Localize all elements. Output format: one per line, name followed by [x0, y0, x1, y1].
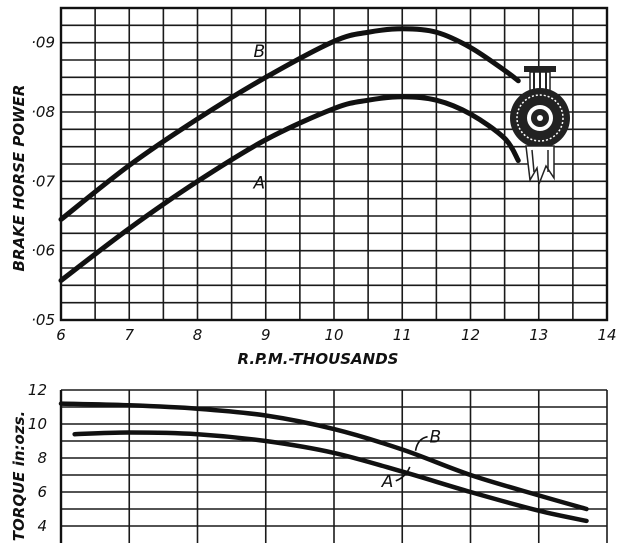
- engine-seal-icon: [510, 66, 570, 185]
- bhp-x-tick-label: 6: [56, 326, 66, 344]
- torque-plot-curves: BA: [58, 401, 589, 524]
- torque-y-tick-label: 12: [28, 381, 47, 399]
- torque-series-a-line: [72, 430, 589, 524]
- bhp-series-b-line: [58, 26, 521, 222]
- torque-y-tick-label: 4: [37, 517, 47, 535]
- bhp-y-tick-label: ·07: [31, 172, 55, 190]
- torque-series-leader: [414, 435, 428, 451]
- bhp-y-tick-label: ·06: [31, 242, 55, 260]
- bhp-series-a-line: [58, 94, 521, 283]
- bhp-series-label: B: [254, 42, 266, 62]
- torque-series-label: A: [381, 472, 394, 492]
- torque-plot-grid: [59, 389, 608, 543]
- bhp-x-tick-label: 10: [324, 326, 343, 344]
- bhp-x-tick-label: 8: [193, 326, 203, 344]
- bhp-plot-grid: [59, 6, 609, 322]
- bhp-plot-curves: BA: [58, 26, 521, 283]
- bhp-plot-frame: [59, 6, 609, 322]
- bhp-x-tick-label: 9: [261, 326, 271, 344]
- bhp-plot-ticks: 6 7 8 9 10 11 12 13 14 ·05 ·06 ·07 ·08 ·09: [31, 34, 616, 344]
- torque-y-tick-label: 8: [37, 449, 47, 467]
- bhp-x-tick-label: 14: [597, 326, 616, 344]
- bhp-x-tick-label: 13: [529, 326, 548, 344]
- torque-series-b-line: [58, 401, 589, 512]
- bhp-series-label: A: [253, 173, 266, 193]
- bhp-y-axis-label: BRAKE HORSE POWER: [10, 85, 28, 272]
- torque-plot-ticks: 4 6 8 10 12: [28, 381, 47, 535]
- bhp-x-tick-label: 11: [393, 326, 412, 344]
- bhp-x-tick-label: 12: [461, 326, 480, 344]
- bhp-y-tick-label: ·08: [31, 103, 55, 121]
- torque-y-tick-label: 10: [28, 415, 47, 433]
- torque-series-leader: [395, 466, 411, 482]
- bhp-y-tick-label: ·09: [31, 34, 55, 52]
- bhp-x-tick-label: 7: [124, 326, 134, 344]
- bhp-x-axis-label: R.P.M.-THOUSANDS: [238, 350, 399, 368]
- torque-series-label: B: [430, 428, 442, 448]
- torque-y-tick-label: 6: [37, 483, 47, 501]
- torque-y-axis-label: TORQUE in:ozs.: [10, 411, 28, 541]
- bhp-y-tick-label: ·05: [31, 311, 55, 329]
